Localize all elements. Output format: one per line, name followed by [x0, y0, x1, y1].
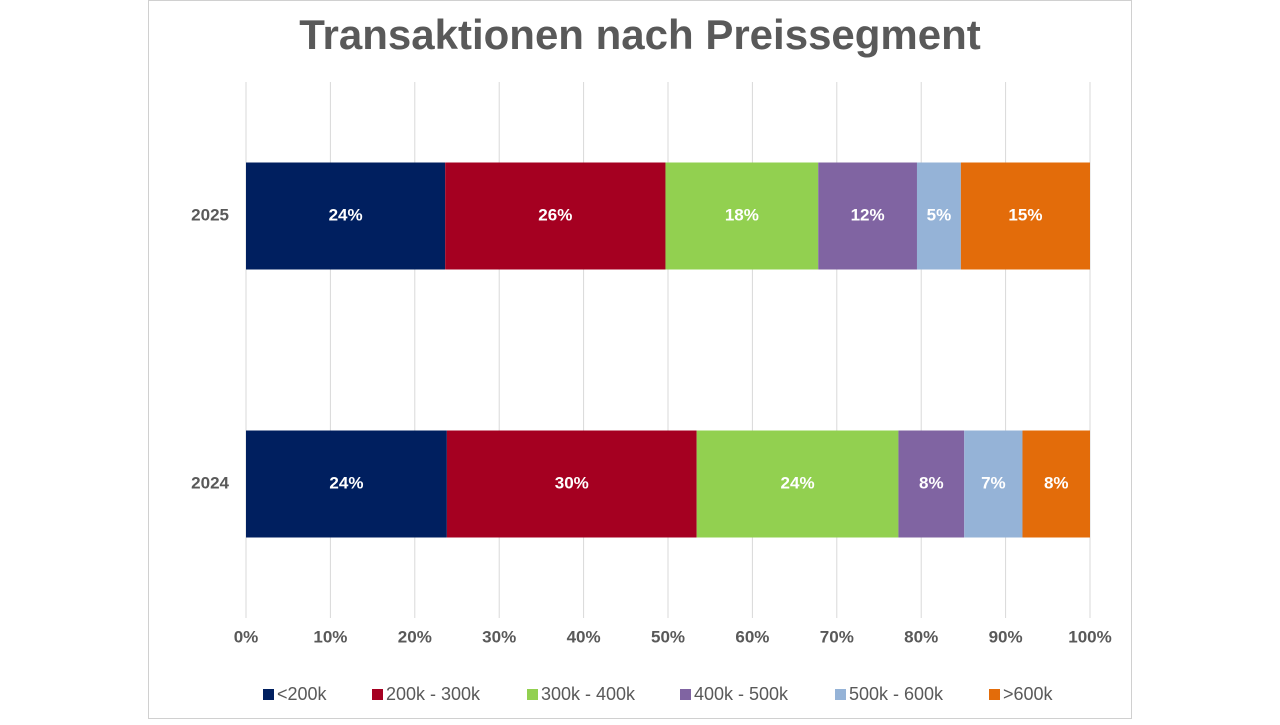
data-label: 24% — [329, 205, 363, 224]
data-label: 26% — [538, 205, 572, 224]
data-label: 30% — [555, 473, 589, 492]
legend-swatch — [680, 689, 691, 700]
legend-label: >600k — [1003, 684, 1054, 704]
legend-swatch — [263, 689, 274, 700]
x-tick-label: 10% — [313, 627, 347, 646]
data-label: 8% — [1044, 473, 1069, 492]
data-label: 7% — [981, 473, 1006, 492]
bar-segment — [246, 430, 447, 538]
x-tick-label: 100% — [1068, 627, 1111, 646]
bar-segment — [916, 162, 961, 270]
legend-swatch — [527, 689, 538, 700]
bar-segment — [446, 430, 697, 538]
legend-swatch — [989, 689, 1000, 700]
chart-title: Transaktionen nach Preissegment — [299, 11, 981, 58]
bar-segment — [898, 430, 965, 538]
data-label: 5% — [927, 205, 952, 224]
bar-segment — [818, 162, 917, 270]
bar-segment — [445, 162, 666, 270]
bar-segment — [960, 162, 1090, 270]
data-label: 8% — [919, 473, 944, 492]
data-label: 12% — [851, 205, 885, 224]
bar-segment — [964, 430, 1023, 538]
x-tick-label: 70% — [820, 627, 854, 646]
chart-border — [148, 0, 1132, 719]
legend-label: 300k - 400k — [541, 684, 636, 704]
bar-segment — [665, 162, 819, 270]
data-label: 15% — [1008, 205, 1042, 224]
x-tick-label: 40% — [567, 627, 601, 646]
data-label: 24% — [781, 473, 815, 492]
x-tick-label: 90% — [989, 627, 1023, 646]
legend-swatch — [835, 689, 846, 700]
legend-label: 500k - 600k — [849, 684, 944, 704]
legend-label: 200k - 300k — [386, 684, 481, 704]
x-tick-label: 60% — [735, 627, 769, 646]
legend-label: 400k - 500k — [694, 684, 789, 704]
data-label: 24% — [329, 473, 363, 492]
x-tick-label: 30% — [482, 627, 516, 646]
bar-segment — [246, 162, 446, 270]
y-tick-label: 2025 — [191, 205, 229, 224]
x-tick-label: 0% — [234, 627, 259, 646]
legend-label: <200k — [277, 684, 328, 704]
x-tick-label: 50% — [651, 627, 685, 646]
y-tick-label: 2024 — [191, 473, 229, 492]
x-tick-label: 20% — [398, 627, 432, 646]
bar-segment — [696, 430, 899, 538]
bar-segment — [1022, 430, 1090, 538]
x-tick-label: 80% — [904, 627, 938, 646]
legend-swatch — [372, 689, 383, 700]
data-label: 18% — [725, 205, 759, 224]
